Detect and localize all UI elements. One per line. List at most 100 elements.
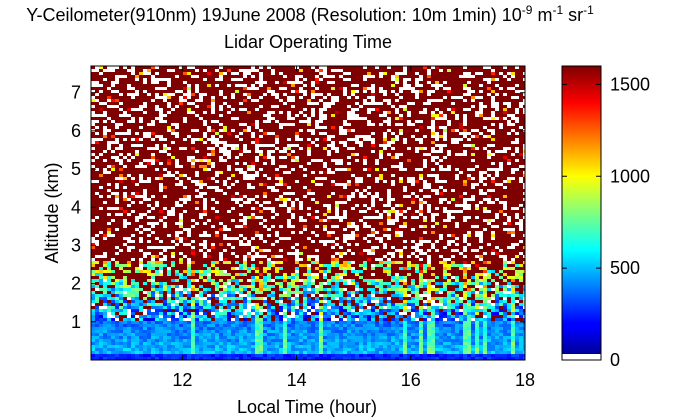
heatmap-cell	[335, 234, 339, 237]
heatmap-cell	[107, 168, 111, 171]
heatmap-cell	[295, 108, 299, 111]
heatmap-cell	[191, 243, 195, 246]
heatmap-cell	[215, 297, 219, 300]
heatmap-cell	[307, 357, 311, 360]
heatmap-cell	[139, 189, 143, 192]
heatmap-cell	[243, 90, 247, 93]
heatmap-cell	[179, 327, 183, 330]
heatmap-cell	[287, 336, 291, 339]
heatmap-cell	[247, 237, 251, 240]
heatmap-cell	[171, 225, 175, 228]
heatmap-cell	[243, 117, 247, 120]
heatmap-cell	[279, 282, 283, 285]
heatmap-cell	[187, 132, 191, 135]
heatmap-cell	[315, 357, 319, 360]
heatmap-cell	[251, 96, 255, 99]
heatmap-cell	[119, 228, 123, 231]
heatmap-cell	[151, 282, 155, 285]
heatmap-cell	[223, 291, 227, 294]
heatmap-cell	[135, 117, 139, 120]
heatmap-cell	[331, 177, 335, 180]
heatmap-cell	[271, 120, 275, 123]
heatmap-cell	[247, 267, 251, 270]
heatmap-cell	[295, 234, 299, 237]
heatmap-cell	[179, 135, 183, 138]
heatmap-cell	[323, 279, 327, 282]
heatmap-cell	[155, 327, 159, 330]
heatmap-cell	[103, 195, 107, 198]
heatmap-cell	[211, 309, 215, 312]
heatmap-cell	[219, 270, 223, 273]
heatmap-cell	[171, 195, 175, 198]
heatmap-cell	[287, 90, 291, 93]
heatmap-cell	[287, 261, 291, 264]
heatmap-cell	[223, 246, 227, 249]
heatmap-cell	[103, 117, 107, 120]
heatmap-cell	[115, 309, 119, 312]
heatmap-cell	[95, 225, 99, 228]
heatmap-cell	[231, 231, 235, 234]
heatmap-cell	[179, 243, 183, 246]
heatmap-cell	[271, 75, 275, 78]
heatmap-cell	[99, 69, 103, 72]
heatmap-cell	[235, 228, 239, 231]
heatmap-cell	[175, 138, 179, 141]
heatmap-cell	[219, 318, 223, 321]
heatmap-cell	[95, 144, 99, 147]
heatmap-cell	[119, 345, 123, 348]
heatmap-cell	[119, 117, 123, 120]
heatmap-cell	[139, 123, 143, 126]
heatmap-cell	[239, 135, 243, 138]
heatmap-cell	[303, 225, 307, 228]
heatmap-cell	[327, 111, 331, 114]
heatmap-cell	[287, 141, 291, 144]
heatmap-cell	[187, 147, 191, 150]
heatmap-cell	[111, 210, 115, 213]
heatmap-cell	[167, 72, 171, 75]
heatmap-cell	[163, 327, 167, 330]
heatmap-cell	[127, 126, 131, 129]
heatmap-cell	[255, 273, 259, 276]
heatmap-cell	[255, 324, 259, 327]
heatmap-cell	[263, 96, 267, 99]
heatmap-cell	[199, 342, 203, 345]
heatmap-cell	[311, 183, 315, 186]
heatmap-cell	[323, 198, 327, 201]
heatmap-cell	[159, 297, 163, 300]
heatmap-cell	[147, 213, 151, 216]
heatmap-cell	[147, 108, 151, 111]
heatmap-cell	[311, 75, 315, 78]
heatmap-cell	[163, 141, 167, 144]
heatmap-cell	[303, 273, 307, 276]
heatmap-cell	[275, 354, 279, 357]
heatmap-cell	[103, 96, 107, 99]
heatmap-cell	[151, 300, 155, 303]
heatmap-cell	[331, 162, 335, 165]
heatmap-cell	[299, 117, 303, 120]
heatmap-cell	[171, 276, 175, 279]
heatmap-cell	[263, 102, 267, 105]
heatmap-cell	[159, 339, 163, 342]
heatmap-cell	[215, 75, 219, 78]
heatmap-cell	[279, 147, 283, 150]
heatmap-cell	[335, 111, 339, 114]
heatmap-cell	[247, 273, 251, 276]
heatmap-cell	[107, 126, 111, 129]
heatmap-cell	[279, 138, 283, 141]
heatmap-cell	[139, 351, 143, 354]
heatmap-cell	[167, 195, 171, 198]
heatmap-cell	[111, 186, 115, 189]
heatmap-cell	[239, 147, 243, 150]
heatmap-cell	[131, 153, 135, 156]
heatmap-cell	[259, 291, 263, 294]
heatmap-cell	[147, 117, 151, 120]
heatmap-cell	[327, 69, 331, 72]
heatmap-cell	[235, 213, 239, 216]
heatmap-cell	[119, 90, 123, 93]
heatmap-cell	[223, 309, 227, 312]
heatmap-cell	[119, 264, 123, 267]
heatmap-cell	[139, 66, 143, 69]
heatmap-cell	[171, 219, 175, 222]
heatmap-cell	[251, 252, 255, 255]
heatmap-cell	[119, 222, 123, 225]
